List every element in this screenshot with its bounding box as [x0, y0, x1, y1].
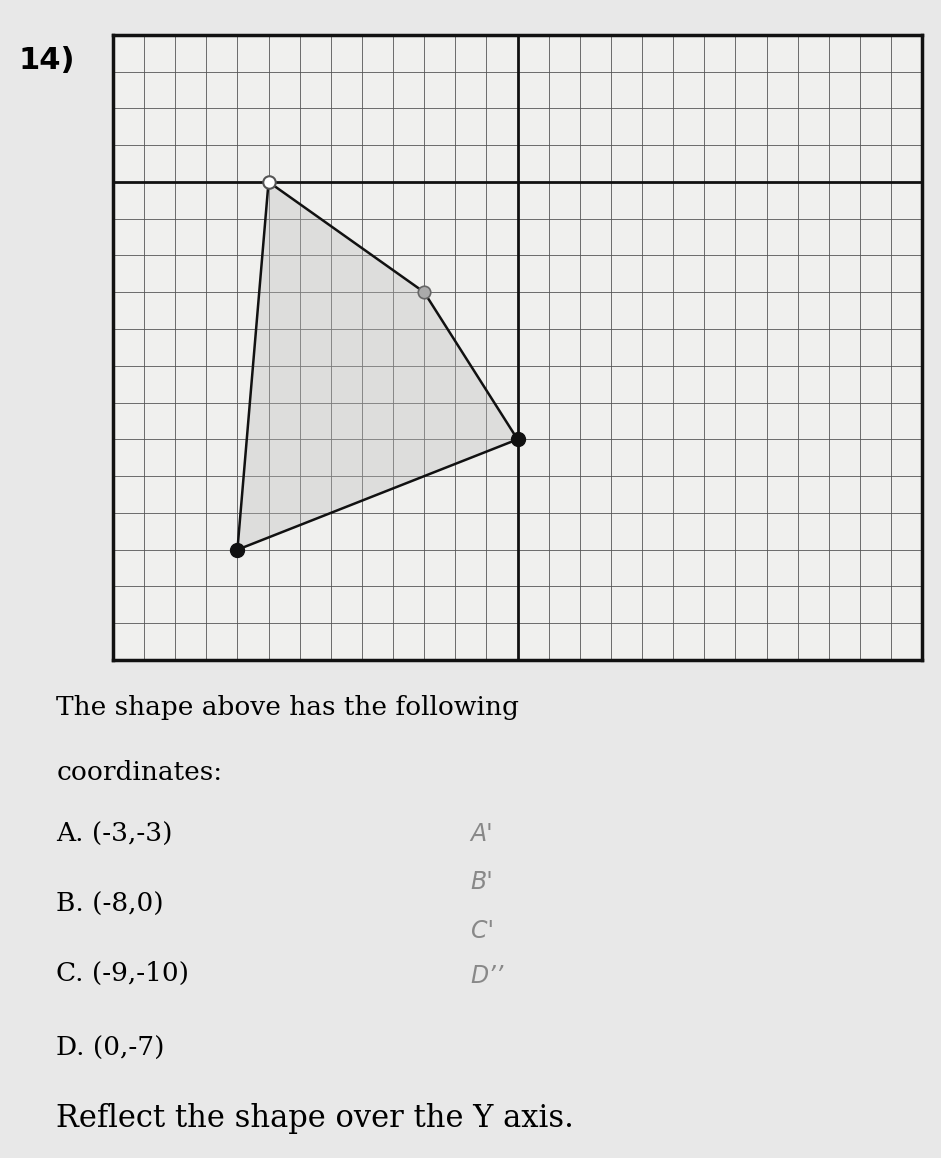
Text: B. (-8,0): B. (-8,0): [56, 892, 164, 916]
Polygon shape: [237, 182, 518, 550]
Text: coordinates:: coordinates:: [56, 760, 223, 785]
Text: C': C': [470, 919, 493, 944]
Text: 14): 14): [19, 46, 75, 75]
Text: D’’: D’’: [470, 965, 503, 988]
Text: B': B': [470, 870, 493, 894]
Text: D. (0,-7): D. (0,-7): [56, 1036, 165, 1061]
Text: The shape above has the following: The shape above has the following: [56, 695, 519, 720]
Text: A. (-3,-3): A. (-3,-3): [56, 822, 173, 846]
Text: A': A': [470, 822, 493, 846]
Text: Reflect the shape over the Y axis.: Reflect the shape over the Y axis.: [56, 1102, 574, 1134]
Text: C. (-9,-10): C. (-9,-10): [56, 961, 189, 987]
